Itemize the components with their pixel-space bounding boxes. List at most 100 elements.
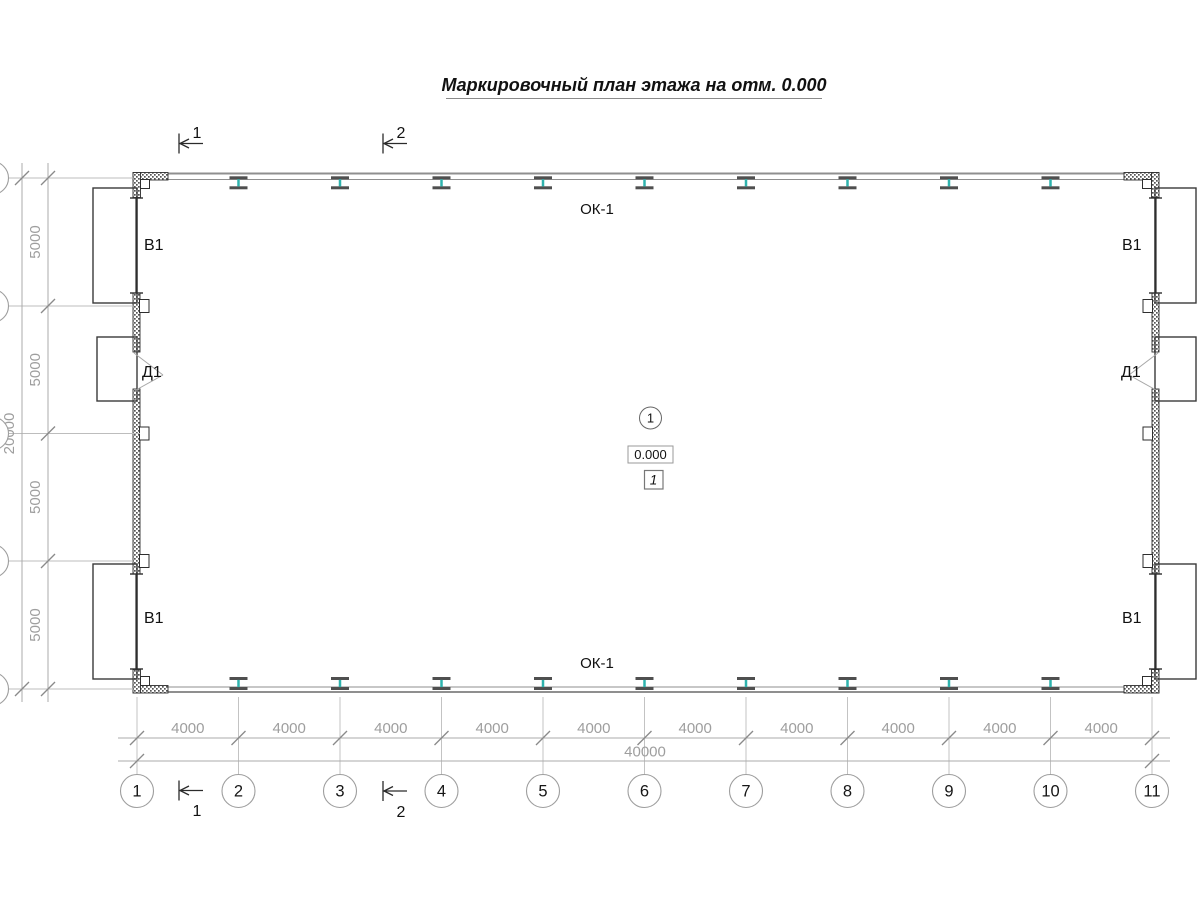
pilaster — [139, 299, 150, 313]
grid-axis-bubble — [322, 773, 358, 809]
steel-column-icon — [1041, 176, 1060, 190]
row-axis-bubbles-partial — [0, 162, 10, 705]
building-outline — [132, 172, 1160, 694]
dim-value: 4000 — [273, 720, 306, 737]
bay-width-labels: 4000 4000 4000 4000 4000 4000 4000 4000 … — [171, 720, 1118, 737]
dim-value: 5000 — [27, 481, 44, 514]
section-arrow-icon — [382, 138, 394, 149]
page-title: Маркировочный план этажа на отм. 0.000 — [441, 75, 826, 95]
grid-axis-bubble — [424, 773, 459, 809]
dim-value: 4000 — [577, 720, 610, 737]
steel-column-icon — [737, 176, 755, 190]
grid-axis-bubble — [830, 773, 865, 809]
floor-type-number: 1 — [650, 473, 658, 488]
corner-column-top-right — [1123, 172, 1160, 198]
section-arrow-icon — [382, 785, 394, 797]
section-marker-top-2: 2 — [382, 125, 407, 154]
room-number-bubble — [639, 406, 662, 430]
grid-axis-bubble — [0, 673, 10, 705]
right-wall — [1142, 292, 1160, 575]
bottom-dimensions: 4000 4000 4000 4000 4000 4000 4000 4000 … — [118, 697, 1170, 809]
steel-column-icon — [331, 677, 349, 690]
steel-column-icon — [838, 677, 857, 690]
steel-column-icon — [838, 176, 857, 190]
column-axis-bubbles: 1 2 3 4 5 6 7 8 9 10 11 — [119, 773, 1170, 809]
steel-columns-bottom — [229, 677, 1060, 690]
gate-top-right — [1149, 187, 1197, 304]
door-left — [96, 336, 164, 402]
dim-value: 5000 — [27, 225, 44, 258]
door-label-right: Д1 — [1121, 364, 1141, 381]
door-right — [1128, 336, 1197, 402]
title-block: Маркировочный план этажа на отм. 0.000 — [441, 75, 827, 99]
steel-column-icon — [432, 176, 451, 190]
grid-axis-bubble — [0, 162, 10, 194]
dim-value: 4000 — [374, 720, 407, 737]
window-label-bottom: ОК-1 — [580, 655, 614, 672]
section-marker-bottom-2: 2 — [382, 781, 407, 821]
dim-value: 4000 — [882, 720, 915, 737]
total-width-label: 40000 — [624, 744, 666, 761]
steel-column-icon — [432, 677, 451, 690]
grid-axis-bubble — [525, 773, 561, 809]
pilaster — [1142, 299, 1153, 313]
axis-number: 1 — [132, 783, 141, 801]
axis-number: 9 — [944, 783, 953, 801]
steel-column-icon — [940, 176, 958, 190]
axis-number: 5 — [538, 783, 547, 801]
axis-number: 3 — [335, 783, 344, 801]
grid-axis-bubble — [931, 773, 967, 809]
steel-column-icon — [940, 677, 958, 690]
gate-bottom-left — [92, 563, 143, 680]
dim-value: 5000 — [27, 608, 44, 641]
gate-label-bottom-left: В1 — [144, 610, 164, 627]
grid-axis-bubble — [1134, 773, 1170, 809]
steel-column-icon — [229, 176, 248, 190]
gate-top-left — [92, 187, 143, 304]
gate-label-top-left: В1 — [144, 237, 164, 254]
grid-extension-lines-bottom — [136, 697, 1153, 775]
axis-number: 6 — [640, 783, 649, 801]
room-number: 1 — [647, 411, 654, 426]
left-dimensions: 5000 5000 5000 5000 20000 — [0, 162, 140, 705]
axis-number: 10 — [1041, 783, 1059, 801]
steel-column-icon — [534, 677, 552, 690]
floor-type-box — [643, 469, 664, 490]
corner-column-top-left — [132, 172, 169, 198]
grid-axis-bubble — [1033, 773, 1068, 809]
steel-column-icon — [635, 677, 654, 690]
pilaster — [1142, 554, 1153, 568]
gate-label-bottom-right: В1 — [1122, 610, 1142, 627]
dim-value: 4000 — [780, 720, 813, 737]
dim-value: 4000 — [983, 720, 1016, 737]
steel-column-icon — [229, 677, 248, 690]
door-label-left: Д1 — [142, 364, 162, 381]
gate-label-top-right: В1 — [1122, 237, 1142, 254]
section-arrow-icon — [178, 785, 190, 796]
section-number: 2 — [397, 804, 406, 821]
dim-value: 4000 — [1085, 720, 1118, 737]
gate-bottom-right — [1149, 563, 1197, 680]
section-number: 1 — [193, 125, 202, 142]
axis-number: 2 — [234, 783, 243, 801]
axis-number: 8 — [843, 783, 852, 801]
grid-axis-bubble — [119, 773, 155, 809]
steel-column-icon — [1041, 677, 1060, 690]
opening-labels: ОК-1 ОК-1 В1 В1 В1 В1 Д1 Д1 — [142, 201, 1142, 672]
corner-column-bottom-left — [132, 669, 169, 694]
pilaster — [139, 426, 150, 441]
pilaster — [1142, 426, 1153, 441]
section-marker-top-1: 1 — [178, 125, 203, 154]
grid-extension-lines-left — [6, 177, 140, 690]
room-markers: 1 0.000 1 — [627, 406, 674, 490]
window-label-top: ОК-1 — [580, 201, 614, 218]
grid-axis-bubble — [0, 418, 10, 449]
dim-value: 4000 — [679, 720, 712, 737]
grid-axis-bubble — [0, 290, 10, 322]
dim-value: 4000 — [171, 720, 204, 737]
steel-column-icon — [534, 176, 552, 190]
steel-columns-top — [229, 176, 1060, 190]
section-arrow-icon — [178, 138, 190, 149]
section-marker-bottom-1: 1 — [178, 780, 203, 820]
